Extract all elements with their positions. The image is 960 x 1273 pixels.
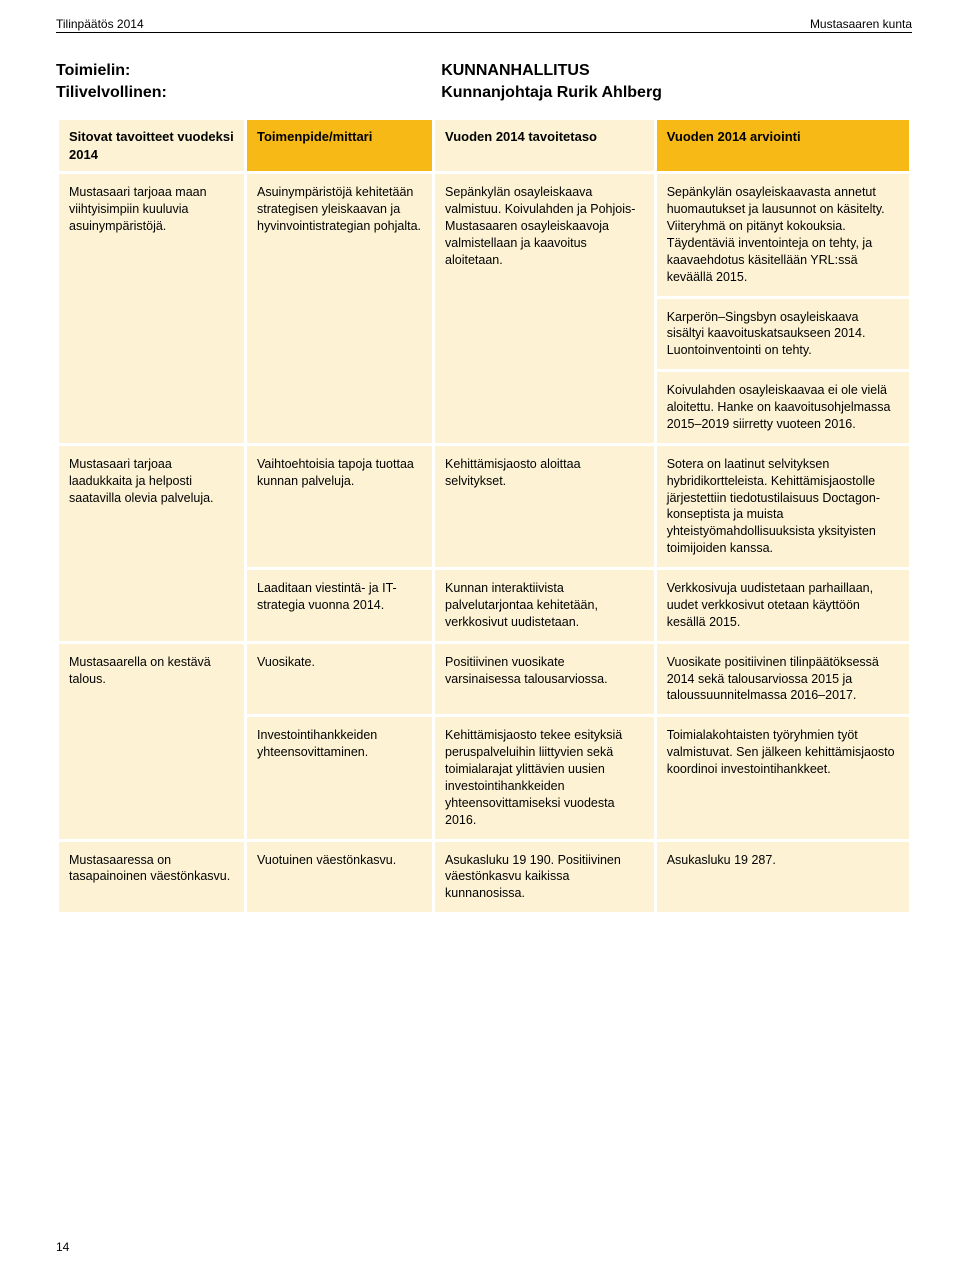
cell-eval: Sotera on laatinut selvityksen hybridiko… — [657, 446, 909, 567]
table-row: Mustasaaressa on tasapainoinen väestönka… — [59, 842, 909, 913]
heading-label-body: Toimielin: — [56, 60, 441, 82]
heading-label-accountable: Tilivelvollinen: — [56, 82, 441, 104]
cell-target: Positiivinen vuosikate varsinaisessa tal… — [435, 644, 654, 715]
heading-labels: Toimielin: Tilivelvollinen: — [56, 60, 441, 103]
table-row: Mustasaari tarjoaa maan viihtyisimpiin k… — [59, 174, 909, 295]
heading-body: KUNNANHALLITUS — [441, 60, 912, 82]
heading-values: KUNNANHALLITUS Kunnanjohtaja Rurik Ahlbe… — [441, 60, 912, 103]
cell-eval: Asukasluku 19 287. — [657, 842, 909, 913]
cell-eval: Karperön–Singsbyn osayleiskaava sisältyi… — [657, 299, 909, 370]
table-row: Mustasaari tarjoaa laadukkaita ja helpos… — [59, 446, 909, 567]
cell-target: Kunnan interaktiivista palvelutarjontaa … — [435, 570, 654, 641]
cell-goal: Mustasaari tarjoaa laadukkaita ja helpos… — [59, 446, 244, 641]
cell-target: Kehittämisjaosto tekee esityksiä peruspa… — [435, 717, 654, 838]
running-header-left: Tilinpäätös 2014 — [56, 16, 144, 32]
col-header-goals: Sitovat tavoitteet vuodeksi 2014 — [59, 120, 244, 171]
page: Tilinpäätös 2014 Mustasaaren kunta Toimi… — [0, 0, 960, 1273]
cell-target: Kehittämisjaosto aloittaa selvitykset. — [435, 446, 654, 567]
table-header-row: Sitovat tavoitteet vuodeksi 2014 Toimenp… — [59, 120, 909, 171]
cell-goal: Mustasaarella on kestävä talous. — [59, 644, 244, 839]
cell-measure: Vuosikate. — [247, 644, 432, 715]
page-number: 14 — [56, 1239, 69, 1255]
goals-table: Sitovat tavoitteet vuodeksi 2014 Toimenp… — [56, 117, 912, 915]
cell-eval: Sepänkylän osayleiskaavasta annetut huom… — [657, 174, 909, 295]
cell-eval: Verkkosivuja uudistetaan parhaillaan, uu… — [657, 570, 909, 641]
cell-measure: Investointihankkeiden yhteensovittaminen… — [247, 717, 432, 838]
heading-block: Toimielin: Tilivelvollinen: KUNNANHALLIT… — [56, 60, 912, 103]
cell-measure: Laaditaan viestintä- ja IT-strategia vuo… — [247, 570, 432, 641]
cell-measure: Vaihtoehtoisia tapoja tuottaa kunnan pal… — [247, 446, 432, 567]
table-row: Mustasaarella on kestävä talous.Vuosikat… — [59, 644, 909, 715]
cell-eval: Vuosikate positiivinen tilinpäätöksessä … — [657, 644, 909, 715]
table-body: Mustasaari tarjoaa maan viihtyisimpiin k… — [59, 174, 909, 912]
cell-target: Sepänkylän osayleiskaava valmistuu. Koiv… — [435, 174, 654, 443]
cell-measure: Asuinympäristöjä kehitetään strategisen … — [247, 174, 432, 443]
cell-measure: Vuotuinen väestönkasvu. — [247, 842, 432, 913]
heading-accountable: Kunnanjohtaja Rurik Ahlberg — [441, 82, 912, 104]
cell-eval: Koivulahden osayleiskaavaa ei ole vielä … — [657, 372, 909, 443]
cell-eval: Toimialakohtaisten työryhmien työt valmi… — [657, 717, 909, 838]
running-header-rule — [56, 32, 912, 33]
running-header-right: Mustasaaren kunta — [810, 16, 912, 32]
col-header-measure: Toimenpide/mittari — [247, 120, 432, 171]
cell-goal: Mustasaari tarjoaa maan viihtyisimpiin k… — [59, 174, 244, 443]
col-header-eval: Vuoden 2014 arviointi — [657, 120, 909, 171]
cell-target: Asukasluku 19 190. Positiivinen väestönk… — [435, 842, 654, 913]
cell-goal: Mustasaaressa on tasapainoinen väestönka… — [59, 842, 244, 913]
col-header-target: Vuoden 2014 tavoitetaso — [435, 120, 654, 171]
